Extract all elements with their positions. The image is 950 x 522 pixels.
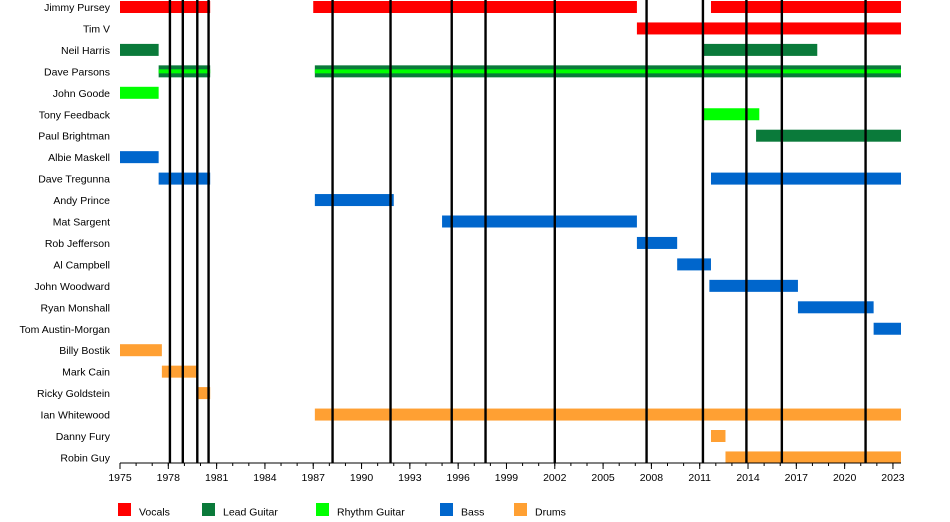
bar-ricky-goldstein-drums-25: [197, 387, 211, 400]
bar-mark-cain-drums-24: [161, 365, 198, 378]
bar-dave-parsons-rhythm-guitar-9: [314, 69, 901, 74]
bar-jimmy-pursey-vocals-2: [710, 1, 901, 13]
bar-danny-fury-drums-27: [710, 430, 726, 442]
tick-label-1993: 1993: [398, 472, 422, 484]
tick-label-1981: 1981: [205, 472, 229, 484]
legend-swatch-bass: [440, 503, 453, 516]
legend-label-lead-guitar: Lead Guitar: [223, 507, 278, 519]
tick-label-2014: 2014: [736, 472, 760, 484]
legend-label-vocals: Vocals: [139, 507, 170, 519]
bar-billy-bostik-drums-23: [120, 344, 162, 357]
member-label-tony-feedback: Tony Feedback: [39, 109, 111, 121]
bar-jimmy-pursey-vocals-0: [120, 1, 211, 13]
tick-label-2005: 2005: [591, 472, 615, 484]
member-label-robin-guy: Robin Guy: [60, 452, 110, 464]
event-lines: [168, 0, 867, 463]
tick-label-2017: 2017: [785, 472, 809, 484]
legend-label-drums: Drums: [535, 507, 566, 519]
member-bars: [120, 1, 901, 464]
tick-label-2023: 2023: [881, 472, 905, 484]
bar-neil-harris-lead-guitar-5: [702, 43, 818, 56]
member-label-ricky-goldstein: Ricky Goldstein: [37, 388, 110, 400]
member-label-danny-fury: Danny Fury: [56, 431, 111, 443]
bar-dave-tregunna-bass-14: [158, 172, 211, 185]
tick-label-1990: 1990: [350, 472, 374, 484]
bar-rob-jefferson-bass-18: [636, 236, 678, 249]
tick-label-2002: 2002: [543, 472, 567, 484]
member-label-john-goode: John Goode: [53, 88, 110, 100]
member-label-john-woodward: John Woodward: [34, 281, 110, 293]
member-label-andy-prince: Andy Prince: [53, 195, 110, 207]
tick-label-2011: 2011: [688, 472, 711, 484]
tick-label-1996: 1996: [446, 472, 470, 484]
tick-label-1987: 1987: [302, 472, 326, 484]
tick-label-2020: 2020: [833, 472, 857, 484]
member-label-jimmy-pursey: Jimmy Pursey: [44, 2, 111, 14]
bar-robin-guy-drums-28: [725, 451, 901, 464]
x-axis: 1975 1978 1981 1984 1987 1990 1993 1996 1999 2002…: [108, 462, 905, 484]
bar-john-goode-rhythm-guitar-10: [120, 86, 159, 99]
member-label-rob-jefferson: Rob Jefferson: [45, 238, 110, 250]
bar-andy-prince-bass-16: [314, 194, 394, 207]
legend-swatch-vocals: [118, 503, 131, 516]
tick-label-1999: 1999: [495, 472, 519, 484]
member-label-neil-harris: Neil Harris: [61, 45, 110, 57]
member-label-billy-bostik: Billy Bostik: [59, 345, 111, 357]
legend-swatch-lead-guitar: [202, 503, 215, 516]
bar-dave-tregunna-bass-15: [710, 172, 901, 185]
bar-ian-whitewood-drums-26: [314, 408, 901, 421]
legend-swatch-drums: [514, 503, 527, 516]
member-label-ryan-monshall: Ryan Monshall: [41, 302, 110, 314]
bar-tim-v-vocals-3: [636, 22, 901, 35]
bar-tom-austin-morgan-bass-22: [873, 322, 901, 335]
member-label-mark-cain: Mark Cain: [62, 367, 110, 379]
legend-swatch-rhythm-guitar: [316, 503, 329, 516]
tick-label-2008: 2008: [640, 472, 664, 484]
member-label-al-campbell: Al Campbell: [53, 259, 110, 271]
bar-albie-maskell-bass-13: [120, 151, 159, 164]
tick-label-1978: 1978: [157, 472, 181, 484]
member-label-paul-brightman: Paul Brightman: [38, 131, 110, 143]
member-label-dave-tregunna: Dave Tregunna: [38, 174, 110, 186]
member-label-tim-v: Tim V: [83, 23, 110, 35]
member-label-tom-austin-morgan: Tom Austin-Morgan: [20, 324, 111, 336]
bar-mat-sargent-bass-17: [442, 215, 637, 228]
member-label-ian-whitewood: Ian Whitewood: [41, 410, 111, 422]
legend-label-rhythm-guitar: Rhythm Guitar: [337, 507, 405, 519]
member-label-mat-sargent: Mat Sargent: [53, 217, 110, 229]
bar-john-woodward-bass-20: [709, 279, 798, 292]
legend: Vocals Lead Guitar Rhythm Guitar Bass Drums: [118, 503, 566, 519]
bar-tony-feedback-rhythm-guitar-11: [702, 108, 760, 121]
member-labels: Jimmy Pursey Tim V Neil Harris Dave Parsons…: [20, 2, 111, 464]
bar-jimmy-pursey-vocals-1: [313, 1, 637, 13]
member-label-albie-maskell: Albie Maskell: [48, 152, 110, 164]
bar-neil-harris-lead-guitar-4: [120, 43, 159, 56]
tick-label-1984: 1984: [253, 472, 277, 484]
bar-al-campbell-bass-19: [677, 258, 711, 271]
legend-label-bass: Bass: [461, 507, 484, 519]
member-label-dave-parsons: Dave Parsons: [44, 66, 110, 78]
bar-ryan-monshall-bass-21: [797, 301, 874, 314]
tick-label-1975: 1975: [108, 472, 132, 484]
bar-paul-brightman-lead-guitar-12: [756, 129, 901, 142]
bar-dave-parsons-rhythm-guitar-8: [158, 69, 211, 74]
